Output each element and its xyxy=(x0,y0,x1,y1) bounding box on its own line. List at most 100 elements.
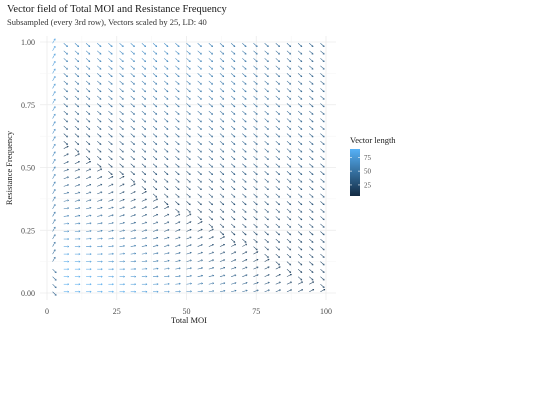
vector-arrowhead xyxy=(112,290,115,293)
vector-arrowhead xyxy=(322,195,325,198)
vector-arrowhead xyxy=(201,259,204,262)
vector-arrow xyxy=(141,140,146,145)
vector-arrowhead xyxy=(244,180,247,183)
vector-arrow xyxy=(163,118,169,123)
vector-arrow xyxy=(242,133,247,138)
vector-arrow xyxy=(253,50,258,55)
vector-arrowhead xyxy=(156,252,159,255)
vector-arrow xyxy=(286,178,291,183)
vector-arrowhead xyxy=(188,143,191,145)
vector-arrowhead xyxy=(266,90,269,93)
vector-arrow xyxy=(219,156,225,160)
vector-arrowhead xyxy=(53,203,56,207)
vector-arrow xyxy=(175,148,180,153)
vector-arrow xyxy=(309,163,314,168)
vector-arrowhead xyxy=(110,60,113,63)
vector-arrow xyxy=(52,76,56,82)
vector-arrowhead xyxy=(65,120,68,123)
vector-arrow xyxy=(242,73,247,78)
vector-arrowhead xyxy=(300,263,303,266)
vector-arrowhead xyxy=(132,120,135,123)
vector-arrow xyxy=(175,88,180,93)
vector-arrow xyxy=(219,236,225,240)
vector-arrowhead xyxy=(89,191,92,194)
vector-arrow xyxy=(152,171,158,175)
vector-arrowhead xyxy=(156,275,159,278)
vector-arrow xyxy=(74,110,79,115)
vector-arrow xyxy=(219,148,225,153)
vector-arrowhead xyxy=(110,127,113,130)
vector-arrowhead xyxy=(134,275,137,278)
vector-arrowhead xyxy=(132,45,135,48)
vector-arrowhead xyxy=(67,191,70,194)
vector-arrowhead xyxy=(266,105,269,108)
vector-arrowhead xyxy=(89,222,92,225)
vector-arrow xyxy=(86,230,92,232)
vector-arrowhead xyxy=(177,195,180,198)
vector-arrow xyxy=(219,58,225,62)
vector-arrowhead xyxy=(89,199,92,202)
vector-arrowhead xyxy=(211,60,214,63)
vector-arrowhead xyxy=(200,228,203,231)
vector-arrow xyxy=(253,103,258,108)
vector-arrowhead xyxy=(89,229,92,233)
vector-arrowhead xyxy=(65,52,68,55)
vector-arrow xyxy=(219,163,225,168)
vector-arrowhead xyxy=(88,90,91,93)
vector-arrowhead xyxy=(177,143,180,145)
vector-arrow xyxy=(242,156,247,160)
vector-arrowhead xyxy=(233,188,236,191)
vector-arrow xyxy=(208,65,213,70)
vector-arrow xyxy=(85,140,91,145)
vector-arrow xyxy=(52,291,57,296)
vector-arrowhead xyxy=(78,191,81,194)
vector-arrow xyxy=(63,58,68,62)
vector-arrowhead xyxy=(132,52,135,55)
vector-arrowhead xyxy=(53,128,56,131)
vector-arrow xyxy=(186,110,191,115)
vector-arrow xyxy=(186,236,192,240)
vector-arrow xyxy=(85,43,91,47)
vector-arrow xyxy=(119,43,124,47)
vector-arrowhead xyxy=(65,97,68,100)
vector-arrow xyxy=(130,125,135,130)
vector-layer xyxy=(52,38,326,296)
vector-arrowhead xyxy=(121,165,124,168)
vector-arrowhead xyxy=(222,218,225,221)
vector-arrowhead xyxy=(311,263,314,266)
vector-arrowhead xyxy=(121,67,124,70)
vector-arrowhead xyxy=(167,252,170,255)
vector-arrowhead xyxy=(167,282,170,286)
vector-arrow xyxy=(164,213,170,217)
vector-arrowhead xyxy=(111,198,114,201)
vector-arrowhead xyxy=(234,251,237,254)
vector-arrowhead xyxy=(223,289,226,292)
vector-arrow xyxy=(97,230,103,232)
vector-arrowhead xyxy=(53,121,56,124)
vector-arrow xyxy=(74,95,79,100)
vector-arrowhead xyxy=(166,45,169,48)
vector-arrow xyxy=(175,236,181,240)
vector-arrow xyxy=(309,261,314,266)
vector-arrow xyxy=(141,191,147,195)
vector-arrowhead xyxy=(166,165,169,168)
legend-tick-label: 75 xyxy=(364,154,372,162)
vector-arrowhead xyxy=(289,273,292,276)
vector-arrow xyxy=(208,95,213,100)
vector-arrowhead xyxy=(177,158,180,160)
vector-arrowhead xyxy=(255,225,258,228)
vector-arrow xyxy=(130,103,135,108)
vector-arrowhead xyxy=(266,225,269,228)
vector-arrow xyxy=(253,43,258,47)
vector-arrow xyxy=(242,282,248,285)
vector-arrowhead xyxy=(199,120,202,123)
vector-arrow xyxy=(63,95,68,100)
vector-arrow xyxy=(85,148,91,153)
vector-arrowhead xyxy=(77,150,80,153)
vector-arrow xyxy=(108,238,114,240)
vector-arrow xyxy=(152,140,158,145)
vector-arrowhead xyxy=(311,82,314,85)
vector-arrow xyxy=(253,73,258,78)
vector-arrow xyxy=(119,103,124,108)
vector-arrowhead xyxy=(144,90,147,93)
